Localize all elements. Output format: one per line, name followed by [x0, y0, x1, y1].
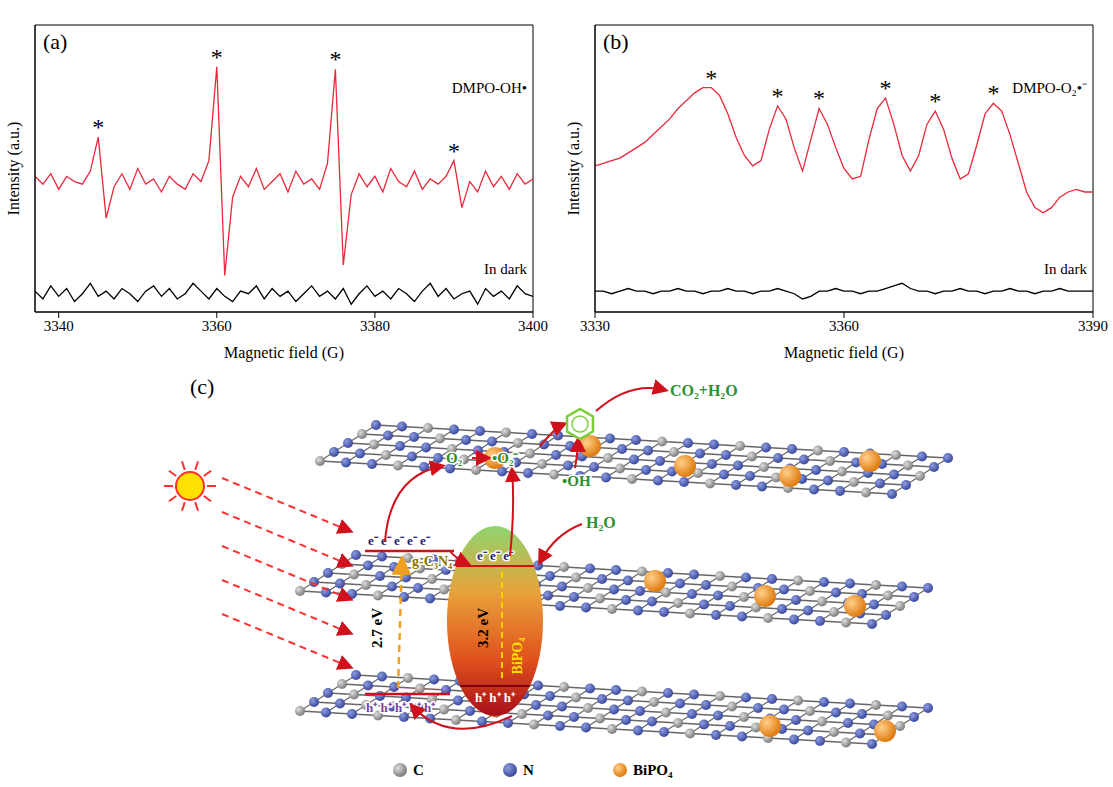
- html-text:In dark: In dark: [484, 261, 527, 277]
- svg-text:•O₂⁻: •O₂⁻: [492, 450, 518, 466]
- html-text:In dark: In dark: [1044, 261, 1087, 277]
- svg-text:3360: 3360: [829, 318, 859, 334]
- html-text:DMPO-O₂•⁻: DMPO-O₂•⁻: [1012, 80, 1087, 96]
- svg-text:*: *: [929, 88, 941, 114]
- svg-text:O₂: O₂: [446, 450, 463, 466]
- svg-text:*: *: [772, 83, 784, 109]
- svg-text:3390: 3390: [1078, 318, 1108, 334]
- svg-text:C: C: [413, 762, 424, 778]
- svg-text:*: *: [92, 114, 104, 140]
- svg-text:H₂O: H₂O: [586, 514, 616, 531]
- svg-text:CO₂+H₂O: CO₂+H₂O: [670, 382, 738, 399]
- svg-text:*: *: [705, 65, 717, 91]
- svg-text:h⁺ h⁺ h⁺: h⁺ h⁺ h⁺: [475, 690, 516, 705]
- svg-text:3330: 3330: [580, 318, 610, 334]
- svg-text:3340: 3340: [44, 318, 74, 334]
- html-text:(a): (a): [43, 29, 68, 54]
- svg-text:3360: 3360: [202, 318, 232, 334]
- svg-text:Intensity (a.u.): Intensity (a.u.): [565, 122, 583, 216]
- svg-text:3.2 eV: 3.2 eV: [475, 608, 491, 648]
- svg-text:3380: 3380: [360, 318, 390, 334]
- svg-text:e⁻ e⁻ e⁻ e⁻ e⁻: e⁻ e⁻ e⁻ e⁻ e⁻: [368, 533, 431, 548]
- svg-text:*: *: [880, 75, 892, 101]
- svg-text:BiPO₄: BiPO₄: [510, 637, 525, 675]
- svg-text:g-C₃N₄: g-C₃N₄: [412, 554, 453, 569]
- svg-text:3400: 3400: [518, 318, 548, 334]
- svg-text:Magnetic field (G): Magnetic field (G): [224, 344, 344, 362]
- html-text:DMPO-OH•: DMPO-OH•: [451, 80, 527, 96]
- svg-text:•OH: •OH: [562, 473, 591, 489]
- svg-text:2.7 eV: 2.7 eV: [369, 608, 385, 648]
- svg-text:N: N: [523, 762, 534, 778]
- svg-text:h⁺ h⁺ h⁺ h⁺ h⁺: h⁺ h⁺ h⁺ h⁺ h⁺: [366, 700, 436, 715]
- svg-text:*: *: [329, 46, 341, 72]
- svg-text:Magnetic field (G): Magnetic field (G): [784, 344, 904, 362]
- svg-text:e⁻ e⁻ e⁻: e⁻ e⁻ e⁻: [477, 548, 514, 563]
- svg-text:*: *: [448, 138, 460, 164]
- svg-text:*: *: [211, 44, 223, 70]
- svg-text:(c): (c): [190, 374, 214, 399]
- svg-text:*: *: [987, 80, 999, 106]
- html-text:(b): (b): [603, 29, 629, 54]
- svg-text:Intensity (a.u.): Intensity (a.u.): [5, 122, 23, 216]
- svg-text:*: *: [813, 85, 825, 111]
- svg-text:BiPO₄: BiPO₄: [633, 762, 673, 778]
